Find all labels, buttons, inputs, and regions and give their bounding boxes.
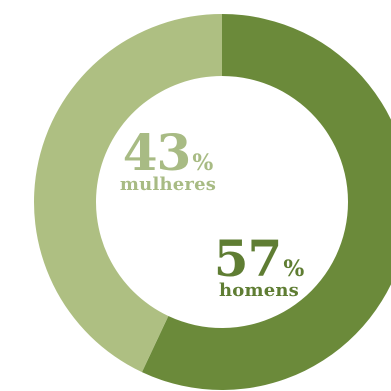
percent-sign-homens: % [283, 256, 305, 282]
donut-slice-homens [141, 14, 391, 390]
category-label-mulheres: mulheres [119, 174, 217, 195]
label-homens: 57% homens [203, 234, 315, 300]
percent-sign-mulheres: % [192, 150, 214, 176]
value-label-mulheres: 43 [122, 123, 192, 182]
category-label-homens: homens [218, 280, 299, 301]
value-label-homens: 57 [213, 229, 283, 288]
donut-slice-mulheres [34, 14, 222, 373]
label-mulheres: 43% mulheres [112, 128, 224, 194]
